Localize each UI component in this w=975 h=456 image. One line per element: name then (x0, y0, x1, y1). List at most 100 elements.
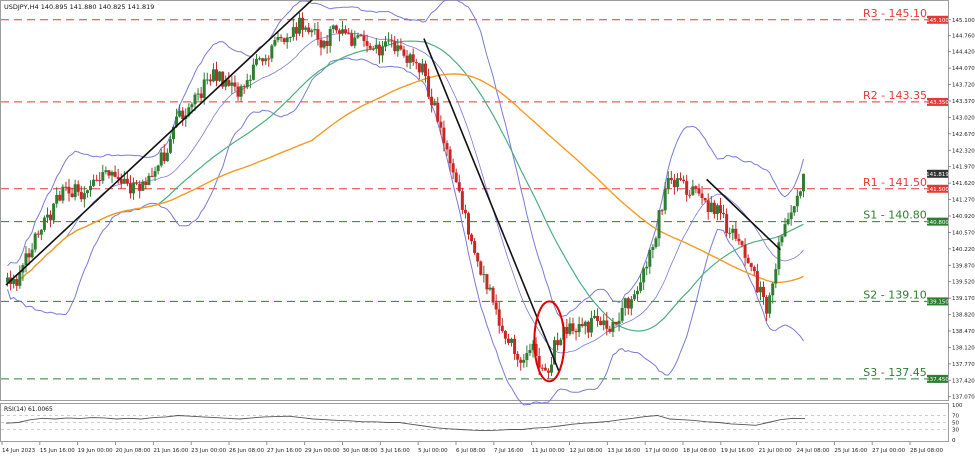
candle-body-102 (319, 39, 323, 48)
x-tick-label-6: 26 Jun 08:00 (229, 448, 264, 454)
candle-body-89 (279, 36, 283, 39)
level-tag-4: 139.150 (926, 300, 949, 306)
y-tick-label-9: 141.970 (952, 165, 975, 171)
bollinger-middle (7, 32, 804, 354)
candle-body-106 (331, 25, 335, 30)
candle-body-191 (592, 315, 596, 318)
y-tick-label-7: 142.670 (952, 132, 975, 138)
candle-body-146 (454, 172, 458, 183)
candle-body-88 (276, 36, 280, 41)
candle-body-151 (470, 234, 474, 242)
candle-body-7 (27, 253, 31, 258)
candle-body-4 (18, 272, 22, 286)
candle-body-24 (79, 191, 83, 200)
candle-body-172 (534, 343, 538, 357)
candle-body-87 (273, 40, 277, 46)
level-label-0: R3 - 145.10 (863, 7, 927, 20)
y-tick-label-15: 139.870 (952, 263, 975, 269)
candle-body-27 (89, 186, 93, 191)
candle-body-136 (423, 63, 427, 77)
level-tag-bg-1 (927, 97, 948, 106)
candle-body-40 (128, 183, 132, 194)
candle-body-196 (608, 328, 612, 332)
candle-body-156 (485, 274, 489, 290)
candle-body-144 (448, 149, 452, 164)
candle-body-219 (679, 178, 683, 180)
candle-body-78 (245, 80, 249, 88)
x-tick-label-7: 27 Jun 16:00 (267, 448, 302, 454)
level-label-3: S1 - 140.80 (863, 209, 926, 222)
candle-body-53 (168, 139, 172, 153)
candle-body-235 (728, 232, 732, 234)
candle-body-167 (519, 359, 523, 363)
candle-body-152 (473, 241, 477, 254)
candle-body-214 (663, 189, 667, 211)
candle-body-193 (599, 320, 603, 326)
candle-body-190 (589, 317, 593, 333)
main-plot-frame (0, 0, 949, 401)
candle-body-92 (288, 36, 292, 38)
candle-body-254 (786, 219, 790, 225)
candle-body-10 (36, 233, 40, 235)
indicator-lines (6, 0, 804, 406)
rsi-level-label-2: 50 (952, 421, 959, 427)
candle-body-134 (417, 63, 421, 73)
candle-body-60 (190, 104, 194, 108)
candle-body-145 (451, 163, 455, 173)
sr-levels (1, 19, 948, 380)
candle-body-251 (777, 242, 781, 270)
y-tick-label-18: 138.820 (952, 313, 975, 319)
candle-body-200 (620, 307, 624, 321)
candle-body-232 (718, 205, 722, 213)
y-tick-label-13: 140.570 (952, 230, 975, 236)
chart-header: USDJPY,H4 140.895 141.880 140.825 141.81… (4, 3, 154, 11)
candle-body-74 (233, 82, 237, 87)
candle-body-94 (294, 27, 298, 34)
candle-body-84 (264, 58, 268, 62)
candle-body-188 (583, 321, 587, 327)
candle-body-250 (774, 269, 778, 284)
trendline-up (5, 0, 314, 286)
candle-body-131 (408, 54, 412, 63)
candle-body-223 (691, 186, 695, 195)
y-tick-label-22: 137.420 (952, 378, 975, 384)
candle-body-56 (178, 110, 182, 117)
candle-body-179 (556, 340, 560, 346)
candle-body-135 (420, 63, 424, 73)
level-tag-bg-2 (927, 184, 948, 193)
candle-body-201 (623, 298, 627, 308)
y-axis: 145.100 144.760 144.420 144.070 143.720 143.3… (948, 18, 975, 401)
candle-body-0 (6, 277, 10, 283)
candle-body-95 (297, 17, 301, 34)
level-label-4: S2 - 139.10 (863, 288, 926, 301)
y-tick-label-1: 144.760 (952, 34, 975, 40)
candle-body-148 (460, 191, 464, 210)
x-tick-label-19: 19 Jul 16:00 (721, 448, 754, 454)
candle-body-206 (639, 282, 643, 291)
candle-body-37 (119, 178, 123, 184)
candle-body-240 (743, 244, 747, 258)
candle-body-150 (466, 213, 470, 235)
candle-body-86 (270, 45, 274, 59)
x-tick-label-9: 30 Jun 08:00 (343, 448, 378, 454)
candle-body-67 (211, 69, 215, 82)
candle-body-54 (171, 126, 175, 140)
candle-body-138 (430, 96, 434, 106)
y-tick-label-12: 140.920 (952, 214, 975, 220)
level-tag-bg-4 (927, 297, 948, 306)
y-tick-label-3: 144.070 (952, 66, 975, 72)
candle-body-218 (675, 178, 679, 188)
candle-body-165 (513, 338, 517, 354)
candle-body-83 (261, 58, 265, 62)
x-tick-label-10: 3 Jul 16:00 (380, 448, 410, 454)
level-tag-0: 145.100 (926, 18, 949, 24)
candle-body-75 (236, 86, 240, 97)
candle-body-230 (712, 202, 716, 214)
candle-body-52 (165, 152, 169, 162)
y-tick-label-4: 143.720 (952, 83, 975, 89)
candle-body-112 (350, 33, 354, 46)
candle-body-162 (503, 331, 507, 339)
candle-body-220 (682, 179, 686, 182)
x-tick-label-20: 21 Jul 00:00 (759, 448, 792, 454)
